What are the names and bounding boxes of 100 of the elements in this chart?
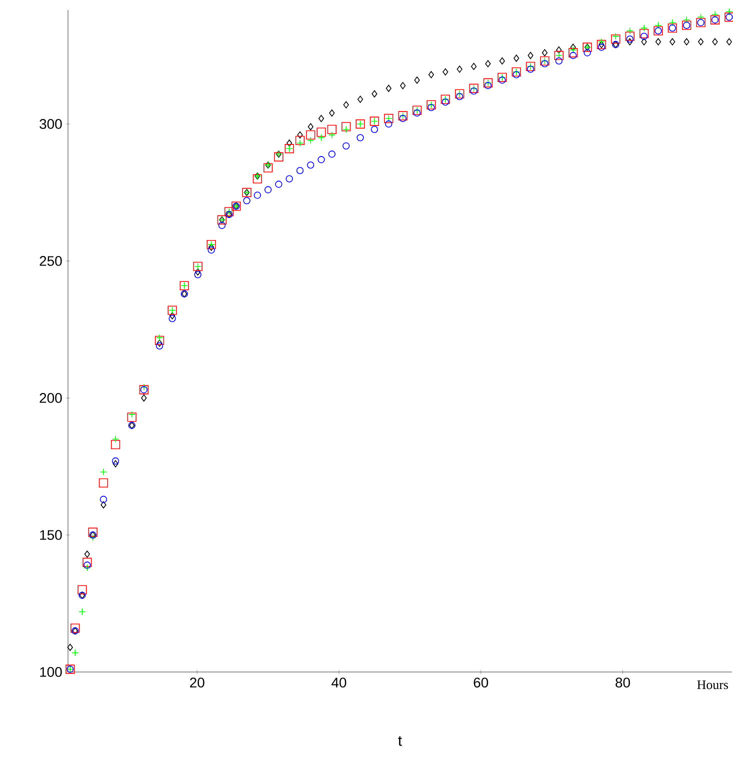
point — [264, 186, 272, 194]
point — [386, 84, 392, 92]
point — [89, 534, 96, 542]
point — [274, 152, 284, 162]
point — [356, 134, 364, 142]
x-axis-title: t — [398, 736, 402, 746]
point — [485, 60, 491, 68]
y-tick-label: 150 — [40, 530, 62, 540]
point — [542, 49, 548, 56]
point — [263, 163, 272, 172]
point — [399, 114, 406, 122]
point — [428, 71, 434, 78]
point — [112, 460, 118, 468]
point — [168, 314, 176, 322]
point — [286, 175, 293, 182]
point — [306, 130, 316, 140]
point — [318, 156, 325, 164]
point — [77, 585, 87, 594]
point — [208, 246, 215, 254]
point — [318, 114, 324, 122]
point — [194, 268, 200, 276]
point — [584, 49, 591, 56]
point — [625, 32, 634, 41]
point — [555, 57, 562, 65]
point — [100, 468, 107, 476]
point — [98, 478, 108, 488]
point — [286, 140, 292, 147]
point — [88, 528, 98, 537]
point — [156, 340, 162, 347]
point — [112, 457, 119, 465]
point — [343, 101, 349, 108]
point — [208, 244, 214, 251]
point — [442, 98, 449, 106]
point — [295, 136, 304, 146]
point — [725, 8, 733, 16]
point — [140, 394, 147, 402]
point — [254, 192, 261, 199]
point — [296, 166, 304, 174]
point — [697, 14, 704, 21]
point — [384, 120, 392, 128]
point — [327, 124, 336, 134]
point — [556, 46, 562, 54]
point — [640, 32, 648, 40]
point — [470, 88, 478, 95]
point — [711, 10, 718, 18]
point — [318, 134, 325, 142]
x-tick-label: 20 — [190, 678, 204, 688]
point — [499, 57, 505, 65]
point — [610, 34, 620, 44]
point — [626, 27, 634, 34]
point — [654, 22, 662, 29]
point — [569, 46, 577, 54]
point — [252, 174, 262, 184]
point — [698, 38, 704, 46]
point — [598, 38, 605, 46]
point — [82, 558, 92, 567]
point — [316, 128, 326, 137]
y-tick-label: 300 — [39, 119, 62, 129]
point — [296, 140, 304, 147]
y-tick-label: 100 — [40, 667, 62, 677]
y-tick-label: 200 — [40, 393, 62, 403]
point — [512, 71, 520, 78]
point — [128, 410, 136, 418]
point — [712, 38, 718, 46]
point — [100, 501, 106, 508]
x-tick-label: 60 — [474, 678, 488, 688]
point — [498, 76, 506, 84]
point — [626, 38, 632, 46]
point — [513, 54, 519, 62]
point — [372, 90, 378, 98]
point — [342, 126, 350, 134]
point — [639, 28, 648, 38]
point — [414, 76, 420, 84]
point — [655, 38, 661, 46]
point — [84, 550, 90, 558]
point — [194, 271, 202, 278]
point — [169, 312, 175, 320]
point — [470, 62, 476, 70]
x-tick-label: 40 — [331, 678, 346, 688]
point — [274, 180, 282, 188]
point — [568, 48, 578, 58]
point — [526, 66, 534, 73]
point — [668, 19, 676, 26]
point — [427, 104, 435, 112]
point — [456, 92, 464, 100]
point — [78, 608, 86, 616]
text: Hours — [697, 680, 728, 690]
point — [112, 436, 119, 443]
point — [640, 24, 648, 32]
point — [218, 222, 226, 229]
point — [71, 649, 79, 656]
point — [306, 161, 314, 169]
point — [612, 32, 620, 40]
point — [297, 131, 303, 139]
point — [67, 644, 73, 651]
point — [100, 496, 107, 503]
point — [328, 109, 335, 117]
point — [70, 624, 80, 633]
point — [598, 44, 605, 51]
point — [370, 126, 378, 134]
